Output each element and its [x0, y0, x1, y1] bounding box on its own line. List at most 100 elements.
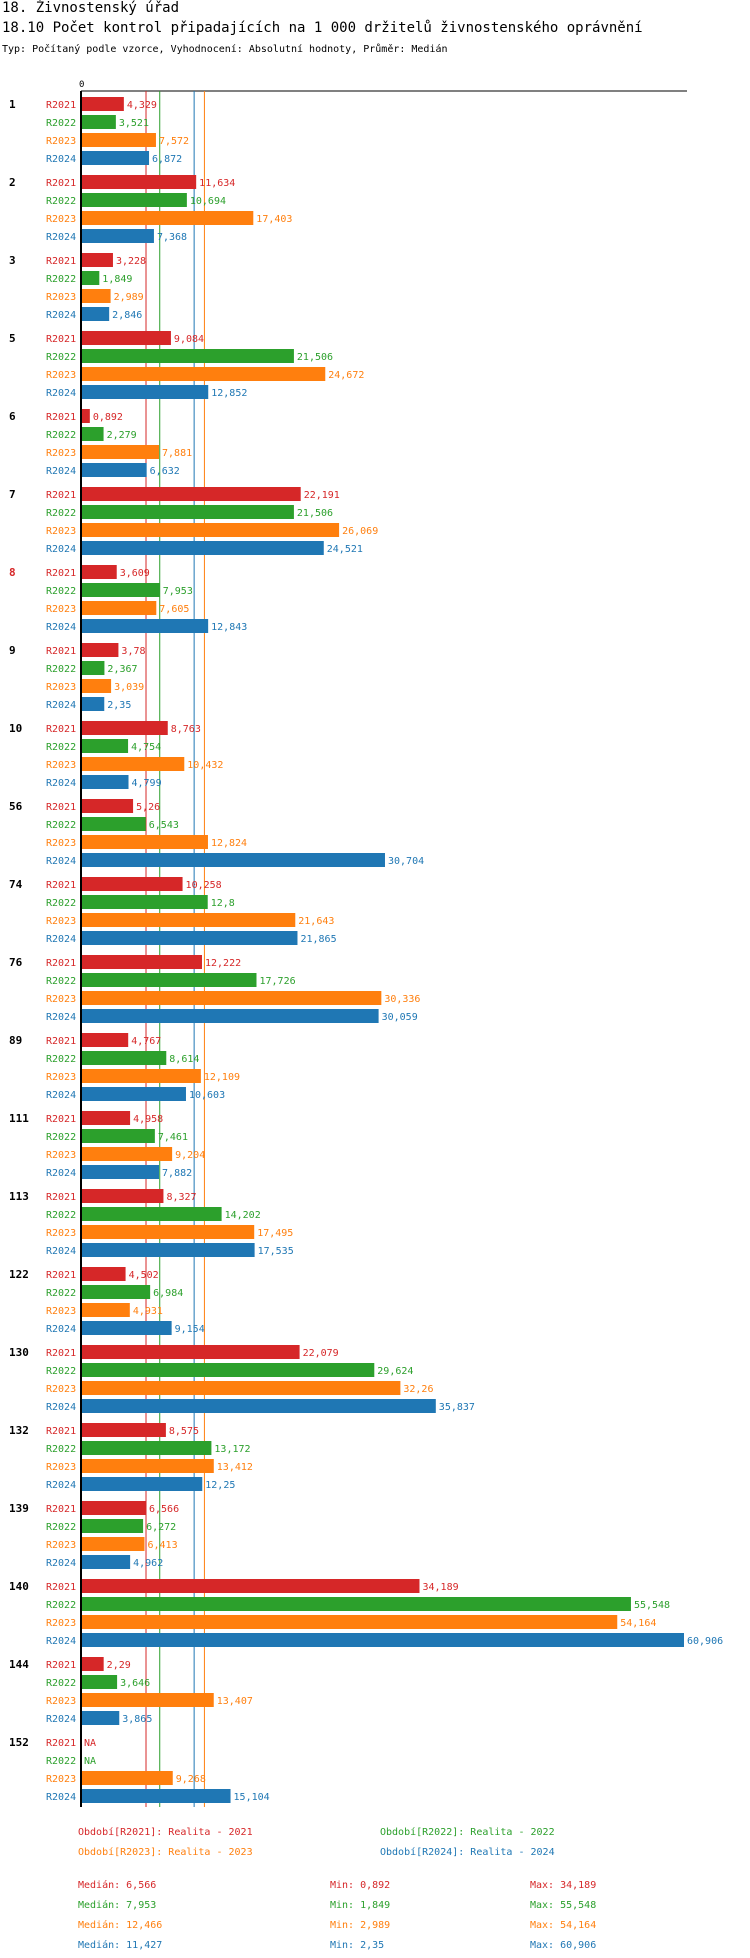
data-label: 2,279	[107, 430, 137, 441]
bar	[81, 1147, 173, 1161]
series-label: R2024	[46, 1012, 76, 1023]
bar	[81, 1675, 118, 1689]
bar	[81, 991, 382, 1005]
series-label: R2024	[46, 466, 76, 477]
bar	[81, 1303, 130, 1317]
bar	[81, 229, 154, 243]
series-label: R2021	[46, 412, 76, 423]
series-label: R2023	[46, 1774, 76, 1785]
bar	[81, 661, 105, 675]
bar	[81, 487, 301, 501]
data-label: 4,502	[129, 1270, 159, 1281]
bar	[81, 1555, 131, 1569]
data-label: 4,767	[131, 1036, 161, 1047]
bar	[81, 721, 168, 735]
data-label: 2,989	[114, 292, 144, 303]
series-label: R2024	[46, 1792, 76, 1803]
series-label: R2022	[46, 1132, 76, 1143]
series-label: R2023	[46, 1072, 76, 1083]
series-label: R2021	[46, 1738, 76, 1749]
category-label: 5	[9, 332, 16, 345]
series-label: R2023	[46, 1384, 76, 1395]
series-label: R2022	[46, 664, 76, 675]
data-label: 29,624	[377, 1366, 413, 1377]
series-label: R2022	[46, 118, 76, 129]
category-label: 130	[9, 1346, 29, 1359]
stat-min: Min: 2,35	[330, 1940, 384, 1951]
data-label: 24,672	[328, 370, 364, 381]
series-label: R2022	[46, 1288, 76, 1299]
data-label: 3,609	[120, 568, 150, 579]
bar	[81, 1537, 145, 1551]
bar	[81, 211, 254, 225]
series-label: R2021	[46, 1036, 76, 1047]
bar	[81, 1771, 173, 1785]
data-label: 13,407	[217, 1696, 253, 1707]
category-label: 152	[9, 1736, 29, 1749]
series-label: R2022	[46, 508, 76, 519]
bar	[81, 1087, 186, 1101]
data-label: 21,865	[300, 934, 336, 945]
series-label: R2022	[46, 352, 76, 363]
bar	[81, 97, 124, 111]
bar	[81, 679, 112, 693]
data-label: 7,882	[162, 1168, 192, 1179]
series-label: R2024	[46, 856, 76, 867]
series-label: R2021	[46, 1504, 76, 1515]
bar	[81, 427, 104, 441]
data-label: 12,8	[211, 898, 235, 909]
bar	[81, 1711, 120, 1725]
bar	[81, 1501, 147, 1515]
data-label: 6,543	[149, 820, 179, 831]
series-label: R2023	[46, 1540, 76, 1551]
series-label: R2022	[46, 976, 76, 987]
data-label: 2,367	[107, 664, 137, 675]
bar	[81, 307, 110, 321]
series-label: R2024	[46, 778, 76, 789]
data-label: 12,852	[211, 388, 247, 399]
bar	[81, 1285, 151, 1299]
series-label: R2024	[46, 1558, 76, 1569]
bar	[81, 877, 183, 891]
series-label: R2023	[46, 838, 76, 849]
series-label: R2023	[46, 448, 76, 459]
series-label: R2022	[46, 1054, 76, 1065]
category-label: 140	[9, 1580, 29, 1593]
series-label: R2023	[46, 994, 76, 1005]
data-label: 8,763	[171, 724, 201, 735]
series-label: R2023	[46, 1306, 76, 1317]
series-label: R2024	[46, 1480, 76, 1491]
stat-min: Min: 2,989	[330, 1920, 390, 1931]
data-label: 12,222	[205, 958, 241, 969]
bar	[81, 349, 294, 363]
bar	[81, 583, 160, 597]
bar	[81, 619, 209, 633]
data-label: 3,865	[122, 1714, 152, 1725]
category-label: 3	[9, 254, 16, 267]
stat-median: Medián: 11,427	[78, 1939, 162, 1951]
data-label: 22,079	[303, 1348, 339, 1359]
series-label: R2021	[46, 1582, 76, 1593]
data-label: 12,109	[204, 1072, 240, 1083]
data-label: 17,726	[259, 976, 295, 987]
data-label: 21,506	[297, 352, 333, 363]
series-label: R2023	[46, 1150, 76, 1161]
data-label: 11,634	[199, 178, 235, 189]
data-label: 7,572	[159, 136, 189, 147]
category-label: 132	[9, 1424, 29, 1437]
stat-median: Medián: 7,953	[78, 1899, 156, 1911]
category-label: 7	[9, 488, 16, 501]
series-label: R2022	[46, 1210, 76, 1221]
bar	[81, 1267, 126, 1281]
bar	[81, 151, 150, 165]
data-label: NA	[84, 1756, 96, 1767]
data-label: 7,953	[163, 586, 193, 597]
category-label: 144	[9, 1658, 29, 1671]
series-label: R2024	[46, 1714, 76, 1725]
series-label: R2022	[46, 898, 76, 909]
bar	[81, 817, 146, 831]
bar	[81, 1381, 401, 1395]
data-label: 26,069	[342, 526, 378, 537]
data-label: 9,204	[175, 1150, 205, 1161]
bar	[81, 955, 203, 969]
